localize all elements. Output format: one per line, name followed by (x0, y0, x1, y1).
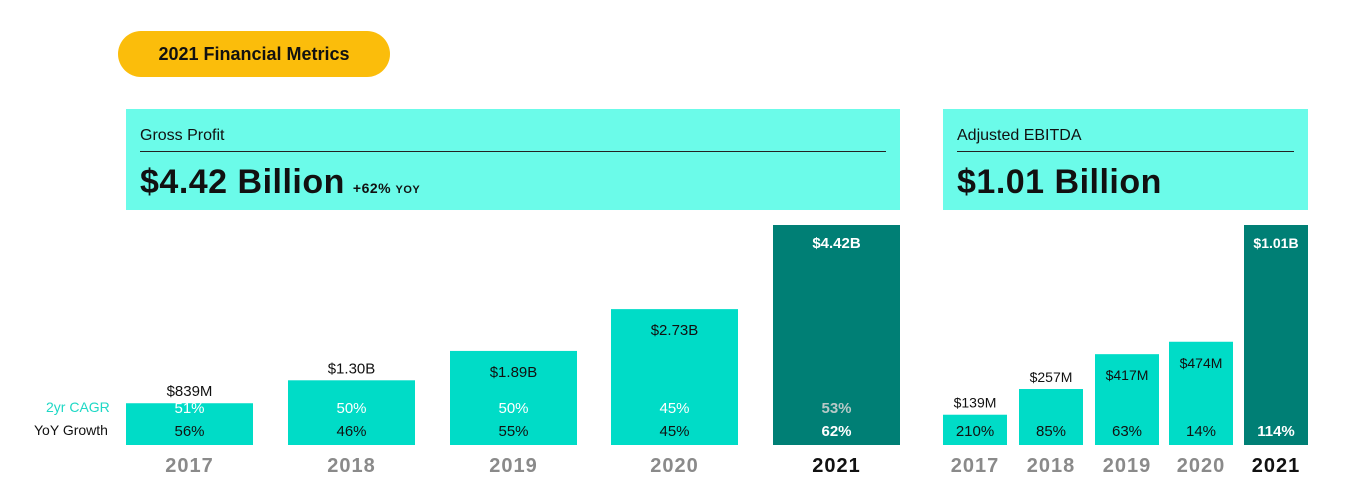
value-label: $839M (167, 383, 213, 400)
value-label: $4.42B (812, 235, 861, 252)
yoy-row-label: YoY Growth (34, 422, 108, 438)
cagr-label: 50% (498, 400, 528, 417)
growth-unit: YOY (395, 184, 421, 196)
title-pill: 2021 Financial Metrics (118, 31, 390, 77)
cagr-row-label: 2yr CAGR (46, 399, 110, 415)
year-tick-label: 2020 (1177, 455, 1226, 477)
yoy-label: 46% (336, 423, 366, 440)
yoy-label: 45% (659, 423, 689, 440)
bar (450, 350, 577, 445)
value-label: $257M (1030, 369, 1073, 385)
ebitda-label: Adjusted EBITDA (957, 127, 1082, 144)
yoy-label: 62% (821, 423, 851, 440)
year-tick-label: 2017 (951, 455, 1000, 477)
yoy-label: 85% (1036, 423, 1066, 440)
year-tick-label: 2019 (489, 455, 538, 477)
value-label: $139M (954, 395, 997, 411)
year-tick-label: 2017 (165, 455, 214, 477)
value-label: $474M (1180, 355, 1223, 371)
cagr-label: 50% (336, 400, 366, 417)
bar (1244, 225, 1308, 445)
ebitda-panel: Adjusted EBITDA $1.01 Billion (943, 109, 1308, 210)
value-label: $1.89B (490, 364, 538, 381)
yoy-label: 114% (1257, 423, 1295, 440)
page-title: 2021 Financial Metrics (158, 43, 350, 64)
yoy-label: 56% (174, 423, 204, 440)
yoy-label: 55% (498, 423, 528, 440)
bar (288, 380, 415, 445)
bar (126, 403, 253, 445)
bar (943, 414, 1007, 445)
bar (1019, 389, 1083, 445)
ebitda-headline: $1.01 Billion (957, 163, 1162, 202)
gross-profit-label: Gross Profit (140, 127, 225, 144)
value-label: $2.73B (651, 322, 699, 339)
value-label: $1.01B (1253, 235, 1298, 251)
bar (611, 309, 738, 445)
bar (1095, 354, 1159, 445)
year-tick-label: 2018 (1027, 455, 1076, 477)
divider (140, 151, 886, 152)
year-tick-label: 2021 (812, 455, 861, 477)
gross-profit-value: $4.42 Billion (140, 163, 345, 201)
bar (773, 225, 900, 445)
value-label: $417M (1106, 367, 1149, 383)
year-tick-label: 2021 (1252, 455, 1301, 477)
year-tick-label: 2019 (1103, 455, 1152, 477)
yoy-label: 63% (1112, 423, 1142, 440)
divider (957, 151, 1294, 152)
cagr-label: 51% (174, 400, 204, 417)
gross-profit-headline: $4.42 Billion +62% YOY (140, 163, 420, 202)
bar (1169, 341, 1233, 445)
year-tick-label: 2018 (327, 455, 376, 477)
value-label: $1.30B (328, 360, 376, 377)
ebitda-value: $1.01 Billion (957, 163, 1162, 201)
cagr-label: 45% (659, 400, 689, 417)
yoy-label: 210% (956, 423, 994, 440)
growth-value: +62% (352, 180, 392, 196)
yoy-label: 14% (1186, 423, 1216, 440)
year-tick-label: 2020 (650, 455, 699, 477)
gross-profit-panel: Gross Profit $4.42 Billion +62% YOY (126, 109, 900, 210)
cagr-label: 53% (821, 400, 851, 417)
gross-profit-growth: +62% YOY (353, 180, 420, 196)
